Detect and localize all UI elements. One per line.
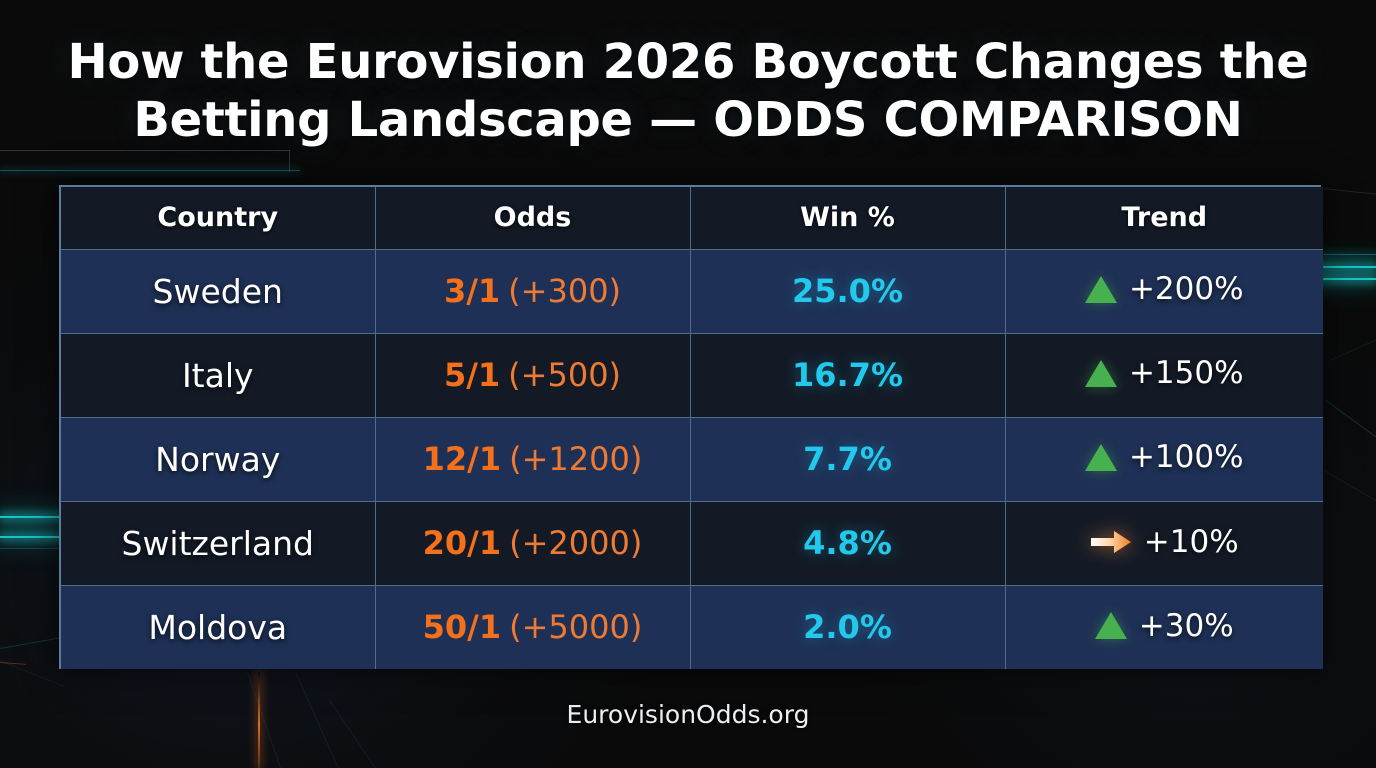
- odds-american: (+2000): [509, 524, 643, 562]
- decor-diagonal-3: [1325, 400, 1376, 472]
- odds-fraction: 3/1: [443, 272, 501, 310]
- decor-diagonal-4: [1323, 470, 1376, 536]
- cell-country: Moldova: [61, 585, 376, 669]
- table-body: Sweden 3/1 (+300) 25.0% +200% Italy: [61, 249, 1323, 669]
- page-title: How the Eurovision 2026 Boycott Changes …: [0, 33, 1376, 149]
- cell-odds: 20/1 (+2000): [375, 501, 691, 586]
- table-row: Switzerland 20/1 (+2000) 4.8%: [61, 501, 1323, 586]
- cell-country: Norway: [61, 417, 376, 502]
- cell-trend: +150%: [1005, 333, 1323, 418]
- cell-odds: 5/1 (+500): [375, 333, 691, 418]
- trend-value: +10%: [1143, 523, 1239, 560]
- cell-win-percent: 2.0%: [690, 585, 1006, 669]
- cell-trend: +200%: [1005, 249, 1323, 334]
- decor-glow-line-top-left: [0, 170, 300, 171]
- title-line-1: How the Eurovision 2026 Boycott Changes …: [67, 34, 1309, 90]
- triangle-up-icon: [1084, 359, 1117, 387]
- cell-odds: 50/1 (+5000): [375, 585, 691, 669]
- table-row: Norway 12/1 (+1200) 7.7% +100%: [61, 417, 1323, 502]
- odds-american: (+300): [508, 272, 622, 310]
- decor-diagonal-5: [0, 660, 65, 688]
- odds-fraction: 12/1: [422, 440, 502, 478]
- decor-glow-line-left-a: [0, 516, 62, 518]
- cell-trend: +100%: [1005, 417, 1323, 502]
- cell-country: Sweden: [61, 249, 376, 334]
- column-header-trend[interactable]: Trend: [1005, 187, 1323, 250]
- decor-corner-bracket: [0, 150, 290, 172]
- decor-glow-line-left-b: [0, 536, 60, 538]
- table-header: Country Odds Win % Trend: [61, 187, 1323, 250]
- table-header-row: Country Odds Win % Trend: [61, 187, 1323, 250]
- cell-trend: +10%: [1005, 501, 1323, 586]
- column-header-country[interactable]: Country: [61, 187, 376, 250]
- odds-american: (+1200): [509, 440, 643, 478]
- triangle-up-icon: [1084, 275, 1117, 303]
- cell-country: Switzerland: [61, 501, 376, 586]
- odds-fraction: 5/1: [443, 356, 501, 394]
- arrow-right-icon: [1090, 529, 1132, 555]
- trend-value: +100%: [1128, 439, 1244, 476]
- cell-win-percent: 25.0%: [690, 249, 1006, 334]
- odds-comparison-table: Country Odds Win % Trend Sweden 3/1 (+300…: [59, 185, 1323, 669]
- triangle-up-icon: [1084, 443, 1117, 471]
- odds-american: (+500): [508, 356, 622, 394]
- cell-odds: 3/1 (+300): [375, 249, 691, 334]
- decor-orange-streak: [0, 662, 26, 665]
- trend-value: +150%: [1128, 355, 1244, 392]
- decor-glow-line-left-c: [0, 548, 58, 549]
- table-row: Moldova 50/1 (+5000) 2.0% +30%: [61, 585, 1323, 669]
- decor-diagonal-2: [1330, 335, 1376, 361]
- cell-win-percent: 4.8%: [690, 501, 1006, 586]
- column-header-win-percent[interactable]: Win %: [690, 187, 1006, 250]
- odds-fraction: 50/1: [422, 608, 502, 647]
- table-row: Sweden 3/1 (+300) 25.0% +200%: [61, 249, 1323, 334]
- source-attribution: EurovisionOdds.org: [566, 700, 810, 729]
- decor-diagonal-1: [1321, 188, 1376, 197]
- column-header-odds[interactable]: Odds: [375, 187, 691, 250]
- cell-win-percent: 16.7%: [690, 333, 1006, 418]
- odds-fraction: 20/1: [422, 524, 502, 562]
- trend-value: +30%: [1138, 607, 1234, 644]
- odds-american: (+5000): [509, 608, 643, 647]
- triangle-up-icon: [1094, 612, 1127, 639]
- cell-odds: 12/1 (+1200): [375, 417, 691, 502]
- table-row: Italy 5/1 (+500) 16.7% +150%: [61, 333, 1323, 418]
- cell-country: Italy: [61, 333, 376, 418]
- title-line-2: Betting Landscape — ODDS COMPARISON: [133, 92, 1243, 148]
- cell-trend: +30%: [1005, 585, 1323, 669]
- trend-value: +200%: [1128, 271, 1244, 308]
- cell-win-percent: 7.7%: [690, 417, 1006, 502]
